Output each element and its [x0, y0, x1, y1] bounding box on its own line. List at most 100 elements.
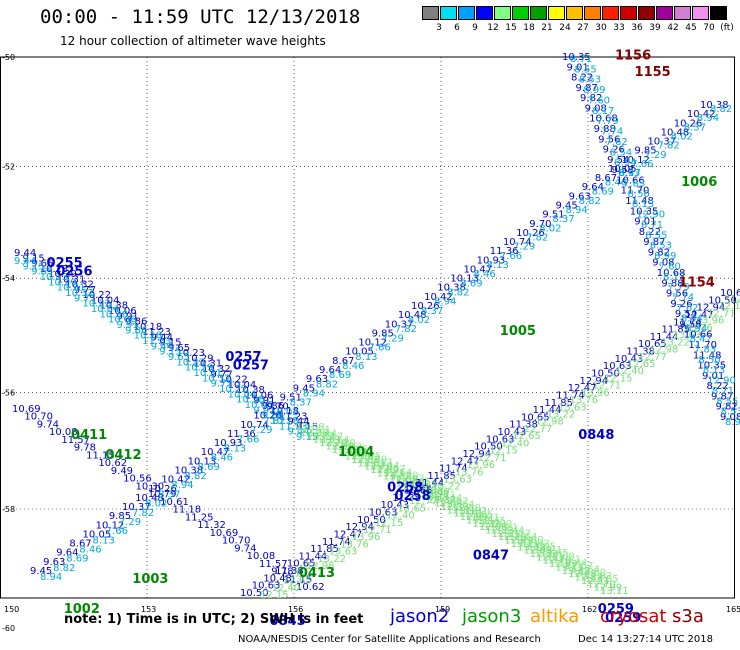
wave-height-value: 12.77 [638, 352, 667, 363]
wave-height-value: 10.06 [245, 400, 274, 411]
longitude-tick-label: 159 [435, 605, 450, 614]
wave-height-value: 8.13 [224, 444, 246, 455]
color-scale-label: 42 [667, 23, 679, 33]
wave-height-value: 7.29 [382, 333, 404, 344]
wave-height-value: 8.46 [474, 269, 496, 280]
wave-height-value: 10.35 [562, 52, 591, 63]
wave-height-value: 10.22 [219, 375, 248, 386]
wave-height-value: 12.00 [546, 551, 575, 562]
wave-height-value: 9.78 [74, 443, 96, 454]
wave-height-value: 10.69 [12, 404, 41, 415]
wave-height-value: 7.83 [623, 178, 645, 189]
wave-height-value: 13.11 [600, 586, 629, 597]
wave-height-value: 9.26 [603, 145, 625, 156]
wave-height-value: 9.91 [117, 320, 139, 331]
wave-height-value: 12.99 [504, 536, 533, 547]
longitude-tick-label: 156 [288, 605, 303, 614]
pass-time-label: 1156 [615, 49, 651, 64]
wave-height-value: 10.05 [345, 347, 374, 358]
wave-height-value: 10.65 [521, 412, 550, 423]
wave-height-value: 12.80 [515, 535, 544, 546]
wave-height-value: 10.29 [48, 269, 77, 280]
wave-height-value: 10.32 [202, 373, 231, 384]
wave-height-value: 12.15 [719, 301, 740, 312]
wave-height-value: 11.57 [61, 435, 90, 446]
wave-height-value: 9.15 [296, 422, 318, 433]
wave-height-value: 12.80 [390, 471, 419, 482]
wave-height-value: 10.04 [228, 380, 257, 391]
wave-height-value: 13.45 [477, 516, 506, 527]
wave-height-value: 12.00 [359, 454, 388, 465]
color-scale-label: 30 [595, 23, 607, 33]
pass-time-label: 1006 [681, 175, 717, 190]
wave-height-value: 12.47 [568, 383, 597, 394]
color-scale-label: 33 [613, 23, 625, 33]
wave-height-value: 9.65 [168, 343, 190, 354]
wave-height-value: 9.51 [542, 210, 564, 221]
wave-height-value: 13.22 [661, 337, 690, 348]
wave-height-value: 9.85 [372, 328, 394, 339]
wave-height-value: 12.64 [384, 467, 413, 478]
color-scale-swatch [584, 6, 602, 20]
wave-height-value: 9.45 [293, 383, 315, 394]
wave-height-value: 13.96 [352, 532, 381, 543]
wave-height-value: 9.54 [607, 155, 629, 166]
wave-height-value: 9.85 [634, 146, 656, 157]
wave-height-value: 8.94 [303, 388, 325, 399]
wave-height-value: 10.93 [214, 438, 243, 449]
legend-altika: altika [530, 606, 580, 627]
wave-height-value: 13.21 [346, 448, 375, 459]
wave-height-value: 9.64 [56, 548, 78, 559]
wave-height-value: 12.90 [707, 376, 736, 387]
pass-time-label: 0257 [233, 358, 269, 373]
wave-height-value: 10.31 [57, 274, 86, 285]
wave-height-value: 13.11 [332, 445, 361, 456]
wave-height-value: 8.94 [565, 205, 587, 216]
wave-height-value: 10.26 [411, 301, 440, 312]
wave-height-value: 12.77 [409, 496, 438, 507]
color-scale-label: 15 [505, 23, 517, 33]
wave-height-value: 12.21 [490, 522, 519, 533]
wave-height-value: 11.38 [275, 566, 304, 577]
wave-height-value: 7.66 [631, 159, 653, 170]
wave-height-value: 10.38 [99, 301, 128, 312]
wave-height-value: 12.51 [313, 435, 342, 446]
wave-height-value: 8.69 [66, 554, 88, 565]
wave-height-value: 10.74 [240, 420, 269, 431]
wave-height-value: 8.37 [290, 398, 312, 409]
wave-height-value: 10.31 [193, 368, 222, 379]
wave-height-value: 12.57 [440, 496, 469, 507]
wave-height-value: 13.63 [443, 474, 472, 485]
wave-height-value: 10.32 [65, 288, 94, 299]
latitude-tick-label: -54 [2, 274, 15, 283]
wave-height-value: 13.76 [455, 467, 484, 478]
wave-height-value: 12.44 [309, 428, 338, 439]
pass-time-label: 0258 [387, 480, 423, 495]
wave-height-value: 10.13 [188, 456, 217, 467]
wave-height-value: 7.66 [368, 343, 390, 354]
wave-height-value: 8.69 [329, 370, 351, 381]
wave-height-value: 9.77 [74, 285, 96, 296]
wave-height-value: 10.50 [708, 295, 737, 306]
wave-height-value: 8.02 [671, 132, 693, 143]
wave-height-value: 10.63 [603, 361, 632, 372]
wave-height-value: 7.83 [694, 344, 716, 355]
wave-height-value: 10.23 [40, 272, 69, 283]
wave-height-value: 12.99 [326, 441, 355, 452]
wave-height-value: 10.69 [210, 528, 239, 539]
wave-height-value: 12.99 [415, 489, 444, 500]
wave-height-value: 8.94 [614, 158, 636, 169]
wave-height-value: 8.82 [185, 471, 207, 482]
wave-height-value: 10.74 [503, 237, 532, 248]
wave-height-value: 9.44 [287, 417, 309, 428]
wave-height-value: 12.92 [334, 441, 363, 452]
wave-height-value: 9.15 [23, 261, 45, 272]
wave-height-value: 12.51 [357, 458, 386, 469]
wave-height-value: 11.23 [279, 411, 308, 422]
wave-height-value: 13.76 [684, 323, 713, 334]
wave-height-value: 12.08 [389, 475, 418, 486]
wave-height-value: 8.22 [639, 227, 661, 238]
legend-jason2: jason2 [390, 606, 450, 627]
wave-height-value: 10.12 [96, 520, 125, 531]
wave-height-value: 10.47 [201, 447, 230, 458]
